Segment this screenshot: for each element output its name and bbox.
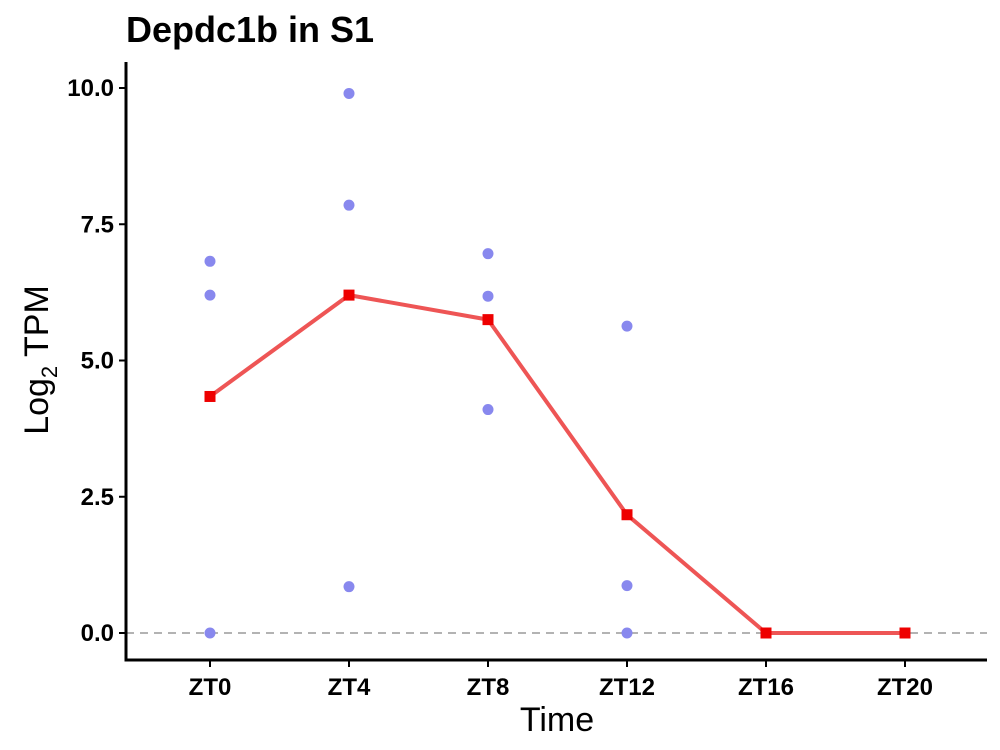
y-axis-title-main: Log	[18, 378, 56, 435]
y-tick-label-1: 2.5	[81, 484, 114, 511]
mean-line	[208, 293, 905, 635]
replicate-point-5	[343, 581, 355, 593]
x-tick-label-ZT8: ZT8	[467, 674, 510, 701]
mean-marker-ZT20	[899, 627, 911, 639]
x-tick-label-ZT20: ZT20	[877, 674, 933, 701]
mean-marker-ZT0	[204, 390, 216, 402]
replicate-point-6	[482, 248, 494, 260]
replicate-point-11	[621, 627, 633, 639]
x-tick-label-ZT4: ZT4	[328, 674, 371, 701]
x-axis-title: Time	[520, 701, 594, 739]
y-tick-label-4: 10.0	[67, 75, 114, 102]
replicate-point-2	[204, 627, 216, 639]
replicate-point-9	[621, 320, 633, 332]
replicate-point-1	[204, 289, 216, 301]
y-tick-label-3: 7.5	[81, 211, 114, 238]
y-tick-label-0: 0.0	[81, 620, 114, 647]
mean-line-layer	[208, 293, 905, 635]
x-tick-label-ZT16: ZT16	[738, 674, 794, 701]
replicate-point-8	[482, 404, 494, 416]
mean-markers-layer	[204, 289, 911, 639]
chart-title: Depdc1b in S1	[126, 9, 374, 50]
y-axis-title-rest: TPM	[18, 285, 56, 366]
mean-marker-ZT8	[482, 314, 494, 326]
replicate-point-4	[343, 199, 355, 211]
y-axis-title: Log2 TPM	[18, 285, 62, 435]
replicate-point-0	[204, 255, 216, 267]
mean-marker-ZT4	[343, 289, 355, 301]
x-tick-label-ZT12: ZT12	[599, 674, 655, 701]
y-axis-title-subscript: 2	[37, 366, 62, 378]
x-tick-label-ZT0: ZT0	[189, 674, 232, 701]
axes: 0.0 2.5 5.0 7.5 10.0 ZT0 ZT4 ZT8 ZT12 ZT16 ZT20	[67, 62, 987, 701]
replicate-point-7	[482, 290, 494, 302]
replicate-point-10	[621, 580, 633, 592]
replicate-points-layer	[204, 87, 633, 639]
y-tick-label-2: 5.0	[81, 348, 114, 375]
mean-marker-ZT16	[760, 627, 772, 639]
mean-marker-ZT12	[621, 509, 633, 521]
replicate-point-3	[343, 87, 355, 99]
